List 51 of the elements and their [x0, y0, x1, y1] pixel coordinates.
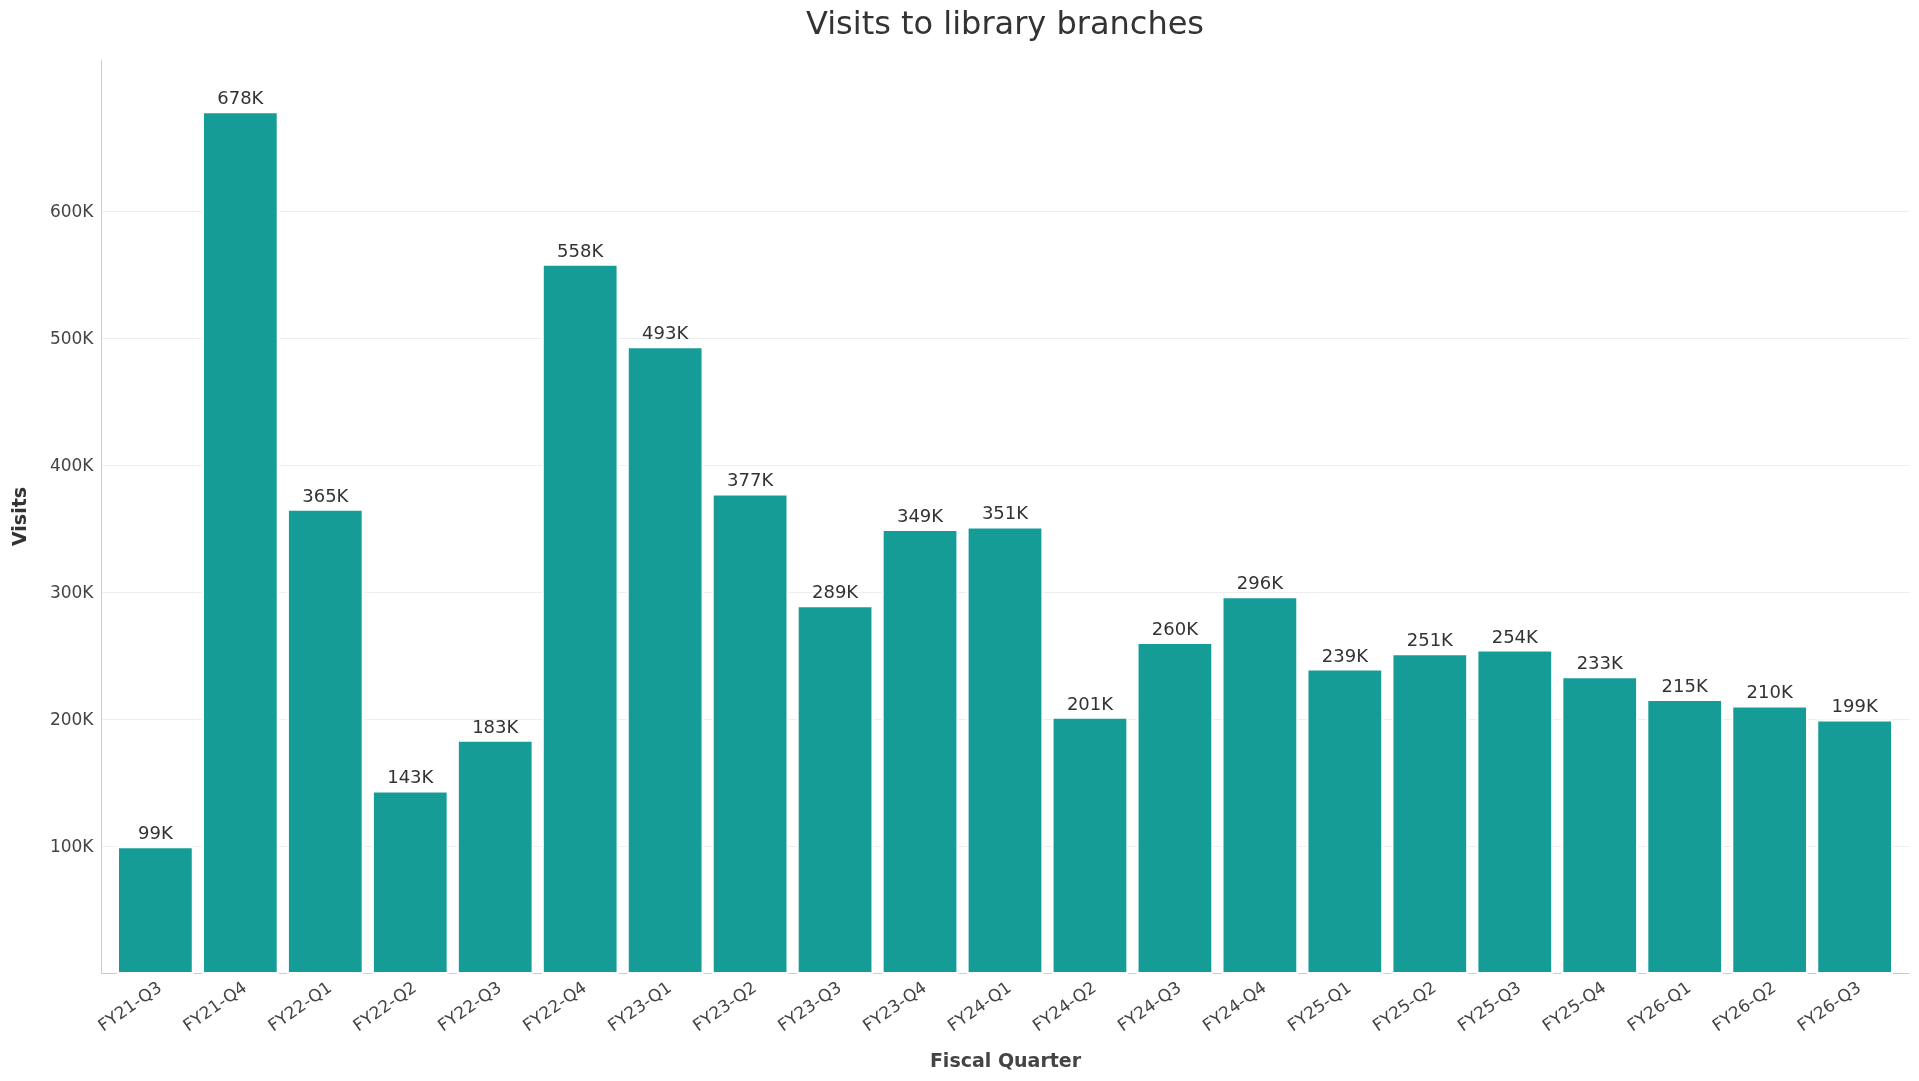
chart-title: Visits to library branches: [805, 4, 1205, 42]
bar: [1646, 699, 1724, 974]
bar: [1731, 705, 1809, 974]
data-label: 558K: [557, 239, 605, 261]
data-label: 678K: [217, 87, 265, 109]
bar: [456, 739, 534, 974]
bar: [1476, 649, 1554, 974]
bar: [1391, 653, 1469, 974]
y-tick-label: 200K: [49, 708, 95, 729]
y-axis-title: Visits: [7, 486, 30, 547]
data-label: 254K: [1491, 625, 1540, 647]
data-label: 233K: [1576, 652, 1625, 674]
y-tick-label: 500K: [49, 327, 95, 348]
bar: [711, 493, 789, 974]
bar: [966, 526, 1044, 974]
x-axis-title: Fiscal Quarter: [929, 1049, 1082, 1072]
data-label: 351K: [981, 502, 1030, 524]
bar: [541, 263, 619, 974]
data-label: 183K: [472, 715, 520, 737]
data-label: 210K: [1746, 681, 1794, 703]
data-label: 260K: [1151, 617, 1200, 639]
data-label: 377K: [727, 469, 775, 491]
bar: [796, 605, 874, 974]
bar: [1306, 668, 1384, 974]
bar: [626, 346, 704, 974]
bar: [1816, 719, 1894, 974]
data-label: 296K: [1236, 572, 1285, 594]
bar: [1221, 596, 1299, 974]
y-tick-label: 300K: [49, 581, 95, 602]
data-label: 201K: [1066, 692, 1115, 714]
bar: [201, 111, 279, 974]
data-label: 251K: [1406, 629, 1455, 651]
bar: [116, 846, 194, 974]
data-label: 289K: [811, 581, 860, 603]
data-label: 349K: [896, 504, 945, 526]
y-tick-label: 600K: [49, 200, 95, 221]
data-label: 239K: [1321, 644, 1370, 666]
y-tick-label: 100K: [49, 835, 95, 856]
data-label: 215K: [1661, 675, 1709, 697]
y-tick-label: 400K: [49, 454, 95, 475]
bar: [1561, 676, 1639, 974]
data-label: 493K: [642, 322, 690, 344]
data-label: 365K: [302, 484, 350, 506]
bar: [881, 528, 959, 974]
data-label: 143K: [387, 766, 435, 788]
bar: [1051, 716, 1129, 974]
data-label: 99K: [138, 822, 174, 844]
data-label: 199K: [1831, 695, 1879, 717]
bar: [1136, 641, 1214, 974]
bar: [286, 508, 364, 974]
bar: [371, 790, 449, 974]
